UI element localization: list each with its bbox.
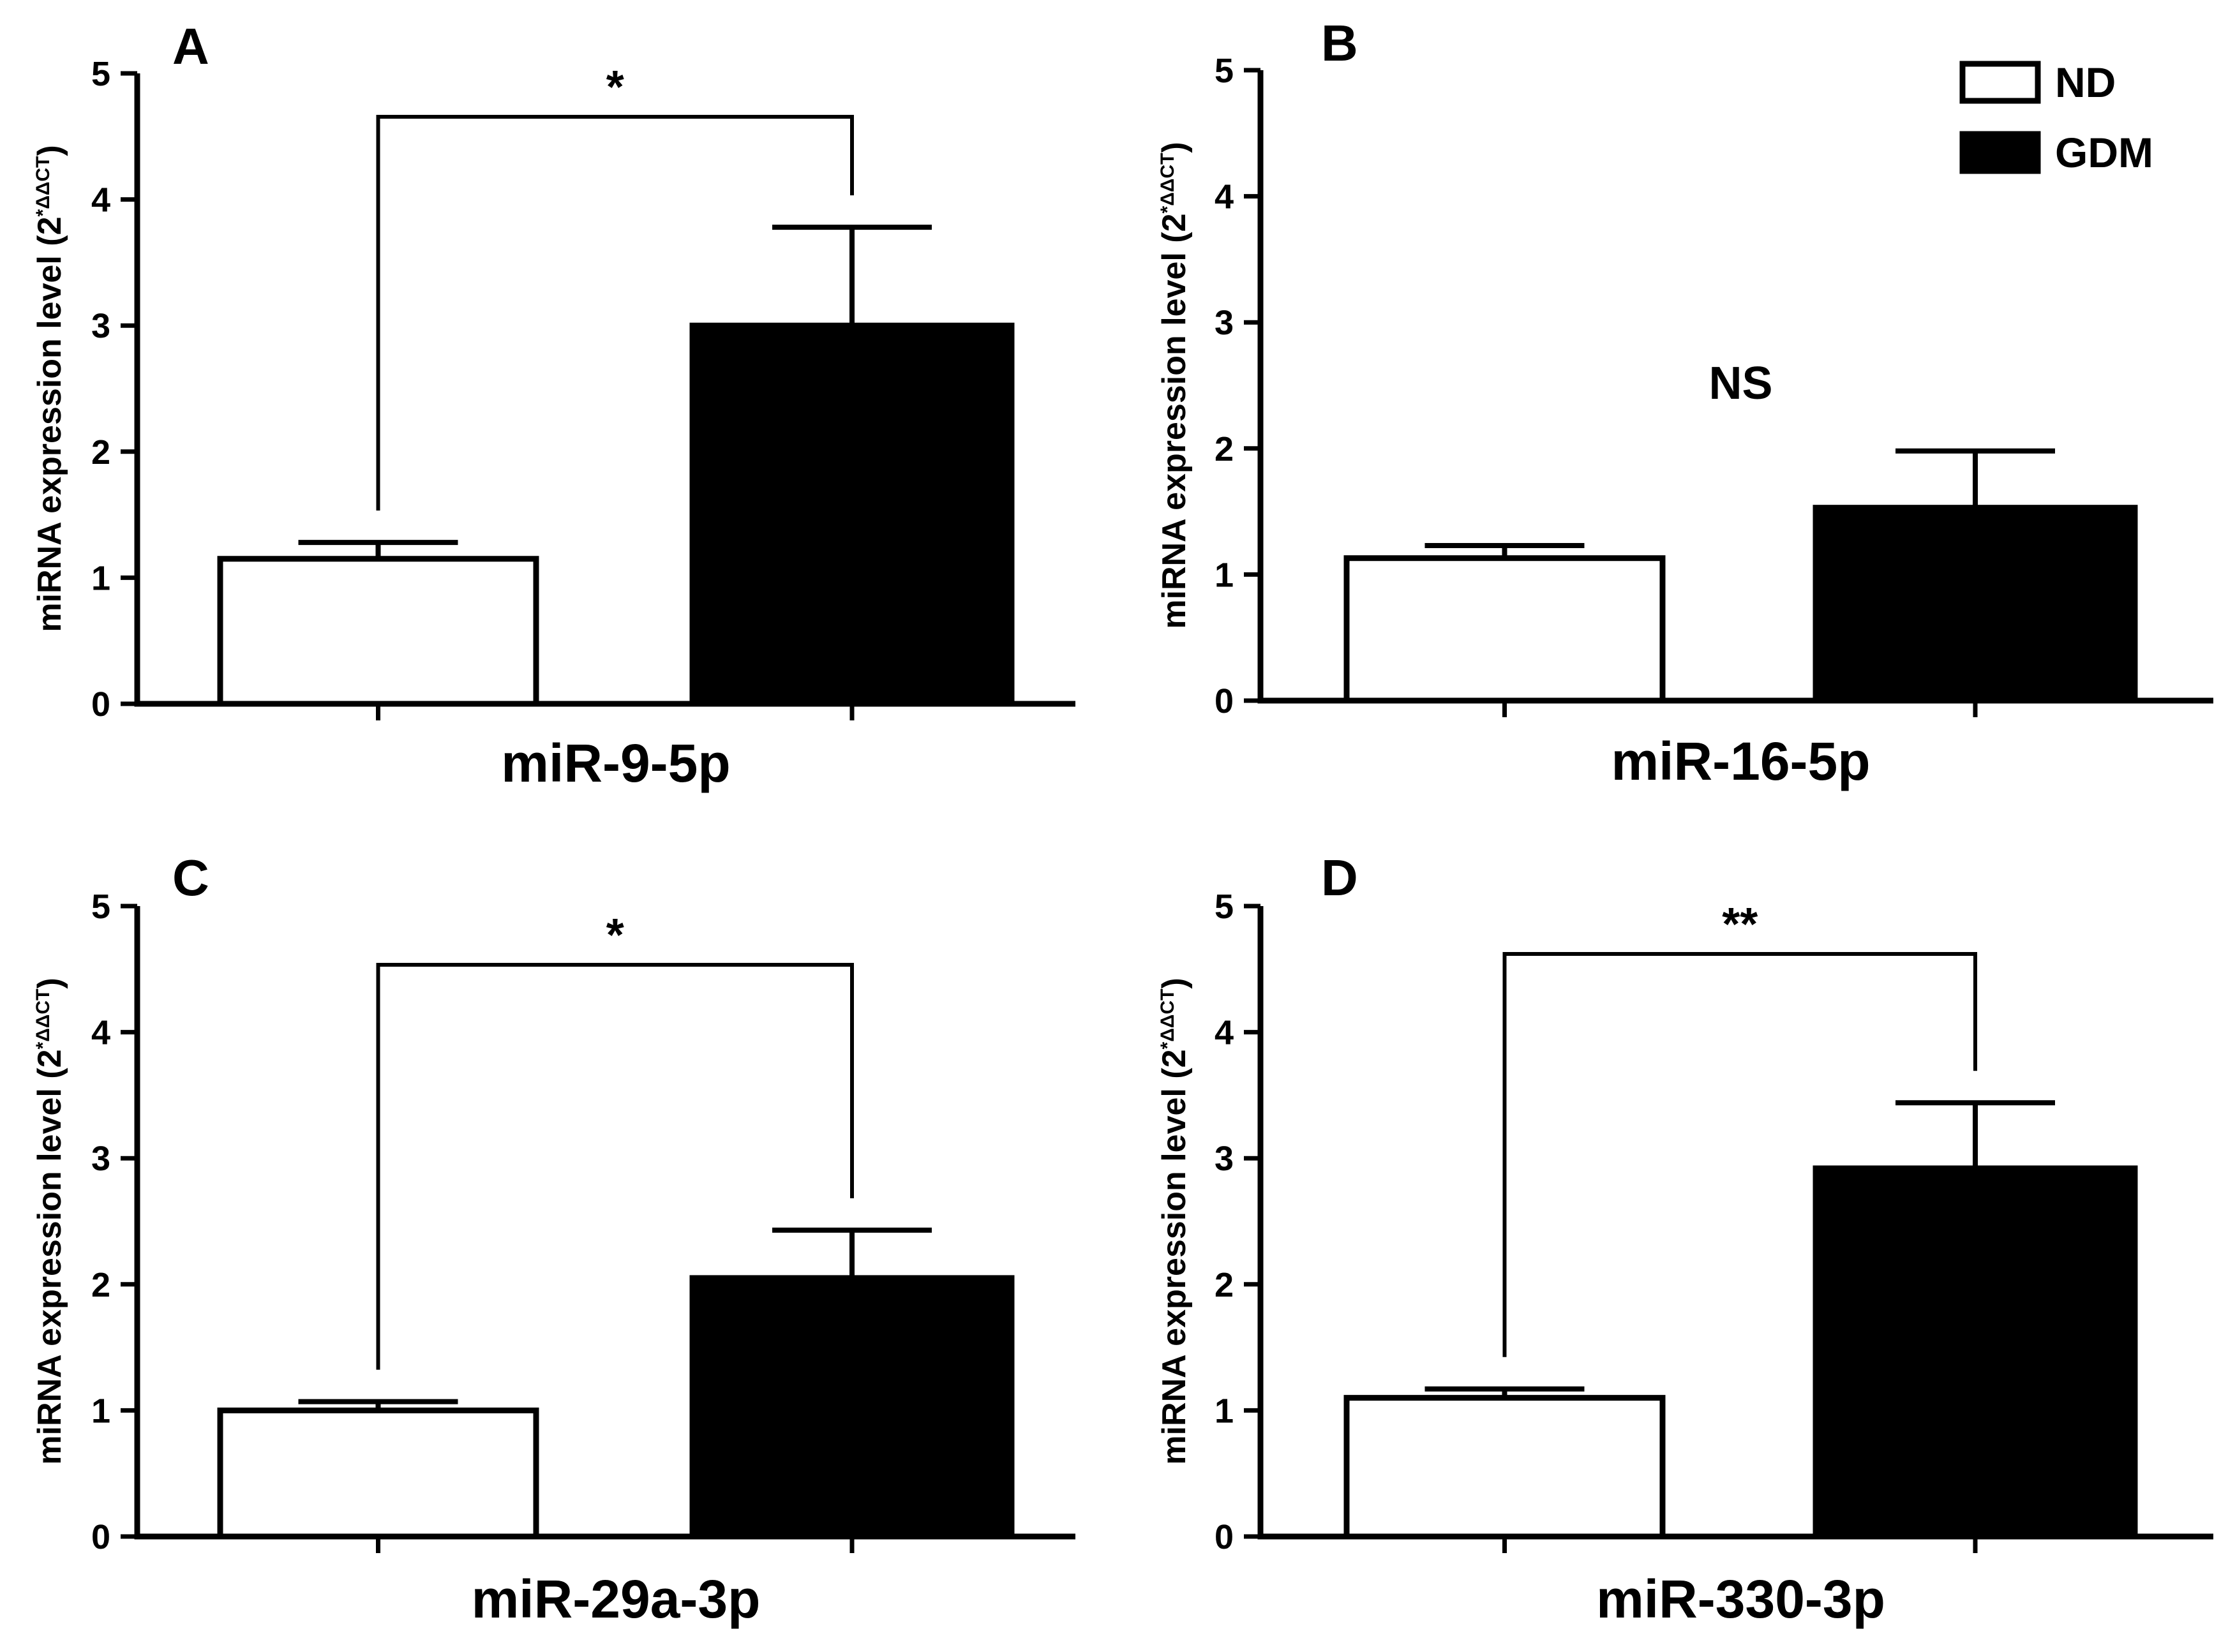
y-axis-label-superscript: *ΔΔCT — [33, 989, 54, 1050]
legend-label-gdm: GDM — [2055, 129, 2153, 176]
y-tick-label: 2 — [91, 1266, 110, 1304]
y-axis-label-main: miRNA expression level (2 — [31, 216, 68, 632]
legend-swatch-nd — [1959, 61, 2041, 104]
significance-label: * — [606, 910, 624, 961]
x-axis-label: miR-29a-3p — [472, 1569, 761, 1629]
y-tick-label: 0 — [91, 685, 110, 724]
y-axis-label-superscript: *ΔΔCT — [1157, 989, 1178, 1050]
y-tick-label: 2 — [91, 433, 110, 472]
y-tick-label: 1 — [91, 1392, 110, 1430]
legend-label-nd: ND — [2055, 59, 2116, 106]
significance-bracket — [376, 115, 854, 511]
bar-nd — [217, 1407, 539, 1540]
y-tick-label: 3 — [91, 307, 110, 345]
y-tick-label: 5 — [1215, 888, 1234, 926]
panel-letter: B — [1321, 15, 1358, 71]
y-axis-label: miRNA expression level (2*ΔΔCT) — [31, 145, 68, 632]
y-tick-label: 1 — [1215, 556, 1234, 594]
y-tick-label: 2 — [1215, 430, 1234, 468]
y-axis-label-end: ) — [1156, 142, 1193, 153]
y-tick-label: 1 — [1215, 1392, 1234, 1430]
y-axis-label-end: ) — [1156, 978, 1193, 988]
x-axis-label: miR-330-3p — [1596, 1569, 1885, 1629]
bar-nd — [217, 556, 539, 707]
y-axis-label: miRNA expression level (2*ΔΔCT) — [1156, 142, 1193, 629]
significance-bracket — [1502, 952, 1977, 1357]
y-tick-label: 4 — [1215, 1014, 1234, 1052]
legend: ND GDM — [1959, 59, 2153, 176]
bar-gdm — [1813, 1165, 2138, 1540]
y-tick-label: 3 — [91, 1140, 110, 1178]
panel-letter: A — [172, 18, 209, 75]
significance-bracket — [376, 963, 854, 1370]
bar-nd — [1343, 1395, 1666, 1540]
panel-letter: D — [1321, 849, 1358, 906]
x-axis-label: miR-16-5p — [1611, 731, 1870, 791]
y-tick-label: 2 — [1215, 1266, 1234, 1304]
y-axis-label-main: miRNA expression level (2 — [1156, 1049, 1193, 1464]
bar-gdm — [689, 322, 1015, 707]
y-tick-label: 5 — [91, 888, 110, 926]
x-axis-label: miR-9-5p — [501, 733, 730, 793]
y-tick-label: 4 — [1215, 178, 1234, 216]
bar-gdm — [1813, 505, 2138, 704]
y-axis-label: miRNA expression level (2*ΔΔCT) — [31, 978, 68, 1464]
y-axis-label-end: ) — [31, 145, 68, 156]
y-tick-label: 4 — [91, 1014, 110, 1052]
y-axis-label-main: miRNA expression level (2 — [1156, 213, 1193, 629]
y-axis-label: miRNA expression level (2*ΔΔCT) — [1156, 978, 1193, 1464]
y-tick-label: 0 — [1215, 1518, 1234, 1556]
significance-label: NS — [1708, 358, 1772, 409]
significance-label: * — [606, 62, 624, 113]
legend-swatch-gdm — [1959, 131, 2041, 174]
y-tick-label: 3 — [1215, 304, 1234, 342]
y-tick-label: 5 — [91, 55, 110, 93]
y-axis-label-main: miRNA expression level (2 — [31, 1049, 68, 1464]
bar-gdm — [689, 1275, 1015, 1540]
y-axis-label-superscript: *ΔΔCT — [1157, 153, 1178, 214]
panel-letter: C — [172, 849, 209, 906]
significance-label: ** — [1722, 899, 1758, 950]
y-tick-label: 4 — [91, 181, 110, 220]
y-tick-label: 1 — [91, 559, 110, 597]
y-tick-label: 0 — [91, 1518, 110, 1556]
y-axis-label-end: ) — [31, 978, 68, 988]
y-axis-label-superscript: *ΔΔCT — [33, 156, 54, 217]
y-tick-label: 5 — [1215, 52, 1234, 90]
y-tick-label: 3 — [1215, 1140, 1234, 1178]
bar-nd — [1343, 555, 1666, 704]
y-tick-label: 0 — [1215, 682, 1234, 720]
